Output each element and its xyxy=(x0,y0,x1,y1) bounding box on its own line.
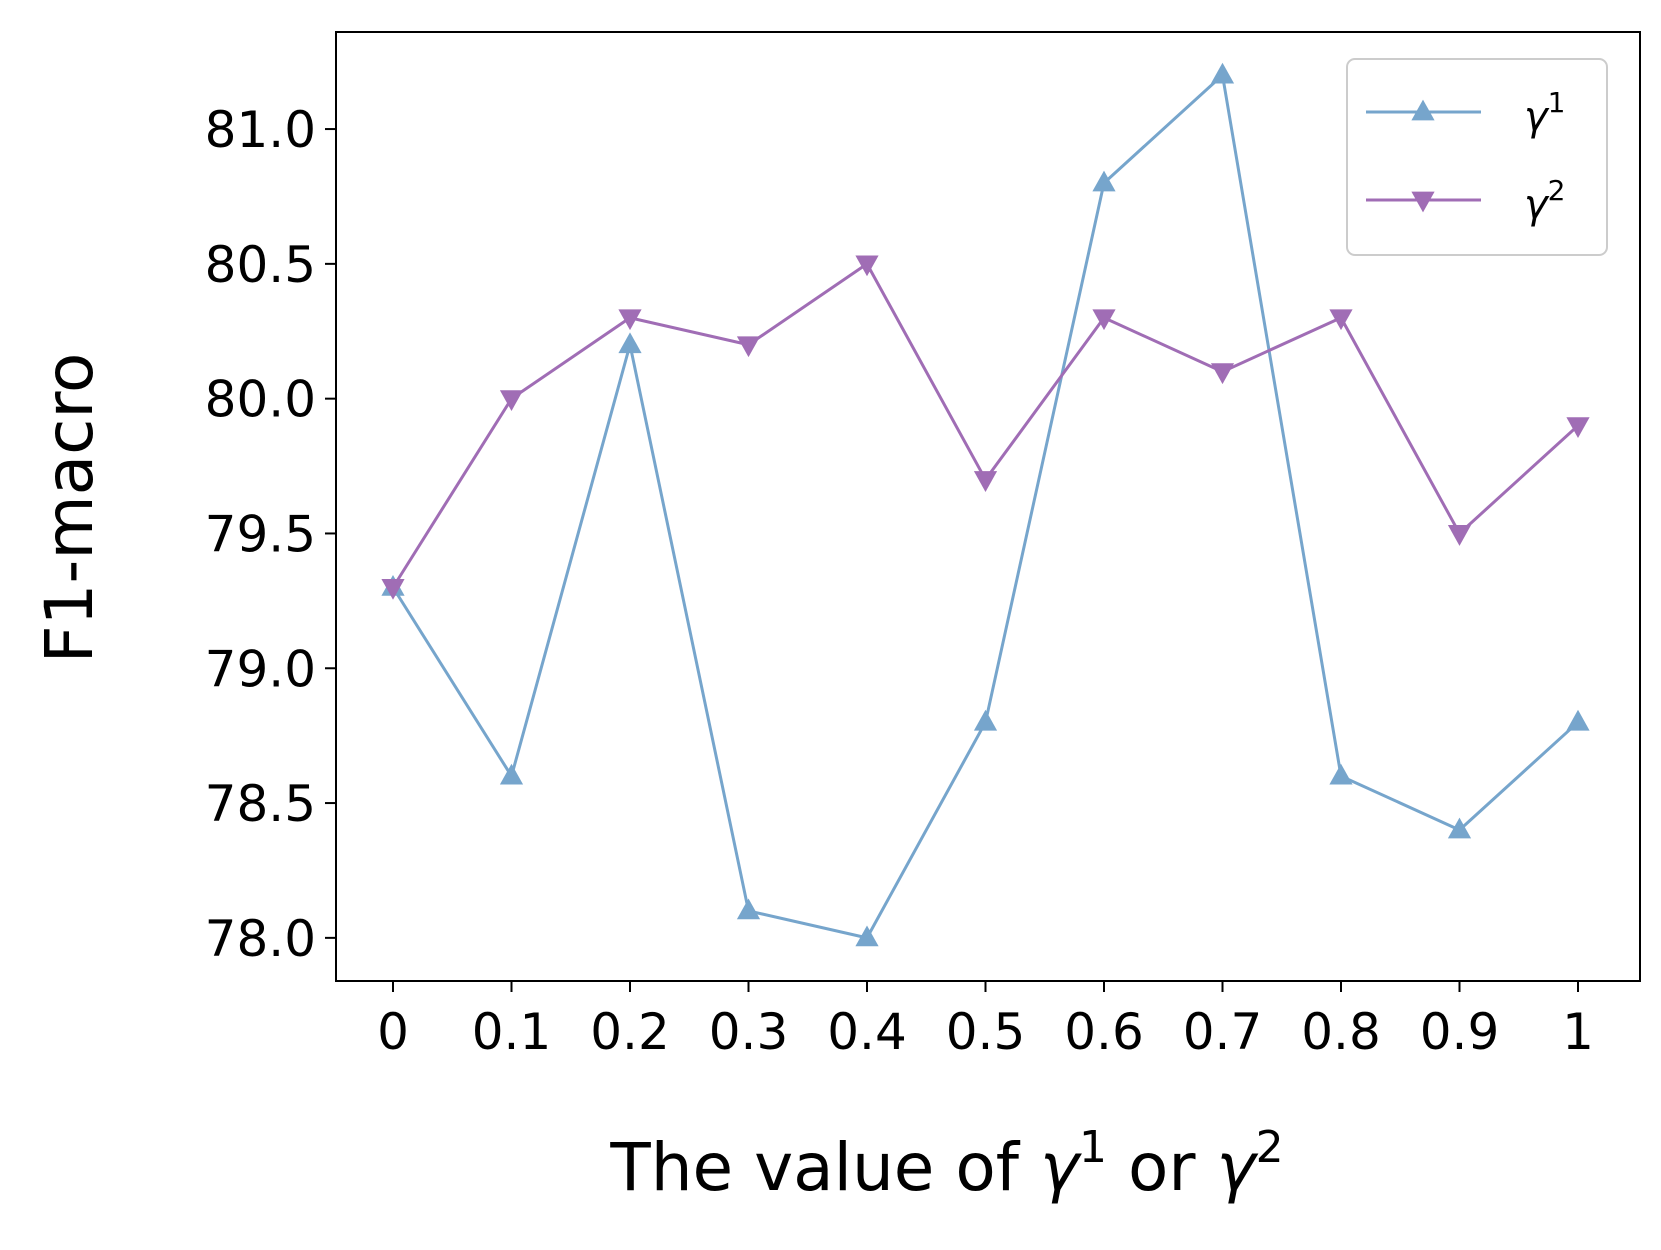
series-line xyxy=(391,262,1580,589)
data-point xyxy=(736,898,761,920)
legend-label-symbol: γ xyxy=(1524,94,1550,140)
y-tick-label: 80.5 xyxy=(205,236,316,294)
y-axis-title: F1-macro xyxy=(31,353,108,664)
data-point xyxy=(1329,309,1353,331)
legend-label-symbol: γ xyxy=(1524,182,1550,228)
x-axis-title-gamma-2: γ xyxy=(1217,1129,1259,1206)
y-tick-label: 81.0 xyxy=(205,101,316,159)
legend-box xyxy=(1346,58,1608,256)
y-tick-label: 79.5 xyxy=(205,505,316,563)
data-point xyxy=(381,578,405,600)
data-point xyxy=(1092,309,1116,331)
data-point xyxy=(1566,417,1590,439)
x-axis-title: The value of γ1 or γ2 xyxy=(609,1122,1283,1206)
data-point xyxy=(1210,62,1235,84)
x-tick-label: 1 xyxy=(1562,1003,1594,1061)
x-tick-label: 0.1 xyxy=(472,1003,552,1061)
data-point xyxy=(1447,525,1472,546)
legend-label-superscript: 1 xyxy=(1548,86,1566,119)
data-point xyxy=(1210,363,1235,385)
x-tick-label: 0 xyxy=(377,1003,409,1061)
data-point xyxy=(618,309,642,331)
data-point xyxy=(1566,709,1590,731)
x-tick-label: 0.4 xyxy=(827,1003,907,1061)
legend-label-superscript: 2 xyxy=(1548,174,1566,207)
legend-item: γ1 xyxy=(1366,86,1566,140)
series-1 xyxy=(381,62,1590,947)
series-2 xyxy=(381,255,1590,600)
legend-marker xyxy=(1411,191,1435,213)
data-point xyxy=(618,332,642,354)
data-point xyxy=(1329,763,1353,785)
x-tick-label: 0.7 xyxy=(1183,1003,1263,1061)
data-point xyxy=(736,336,761,358)
data-point xyxy=(499,763,524,785)
plot-frame xyxy=(335,31,1641,982)
x-axis-title-gamma-1: γ xyxy=(1040,1129,1082,1206)
data-point xyxy=(855,925,879,947)
plot-area xyxy=(335,31,1641,982)
x-axis-title-sup-1: 1 xyxy=(1079,1122,1107,1173)
y-tick-label: 78.5 xyxy=(205,775,316,833)
legend-label: γ2 xyxy=(1524,174,1566,228)
x-tick-label: 0.3 xyxy=(709,1003,789,1061)
data-point xyxy=(973,471,998,492)
data-point xyxy=(1092,170,1116,192)
x-axis-title-middle: or xyxy=(1107,1129,1216,1206)
series-layer xyxy=(381,62,1590,947)
data-point xyxy=(1447,817,1472,839)
legend-item: γ2 xyxy=(1366,174,1566,228)
data-point xyxy=(499,390,524,412)
x-tick-label: 0.5 xyxy=(946,1003,1026,1061)
data-point xyxy=(973,709,998,731)
y-tick-label: 79.0 xyxy=(205,640,316,698)
x-axis-title-prefix: The value of xyxy=(609,1129,1040,1206)
y-axis: 78.0 78.5 79.0 79.5 80.0 80.5 81.0 xyxy=(205,101,336,968)
data-point xyxy=(855,255,879,277)
x-axis-title-sup-2: 2 xyxy=(1256,1122,1284,1173)
x-tick-label: 0.9 xyxy=(1420,1003,1500,1061)
legend-label: γ1 xyxy=(1524,86,1566,140)
legend-marker xyxy=(1411,99,1435,121)
x-tick-label: 0.8 xyxy=(1301,1003,1381,1061)
x-tick-label: 0.2 xyxy=(590,1003,670,1061)
y-tick-label: 80.0 xyxy=(205,371,316,429)
x-tick-label: 0.6 xyxy=(1064,1003,1144,1061)
x-axis: 0 0.1 0.2 0.3 0.4 0.5 0.6 0.7 0.8 0.9 1 xyxy=(377,981,1594,1061)
y-tick-label: 78.0 xyxy=(205,910,316,968)
